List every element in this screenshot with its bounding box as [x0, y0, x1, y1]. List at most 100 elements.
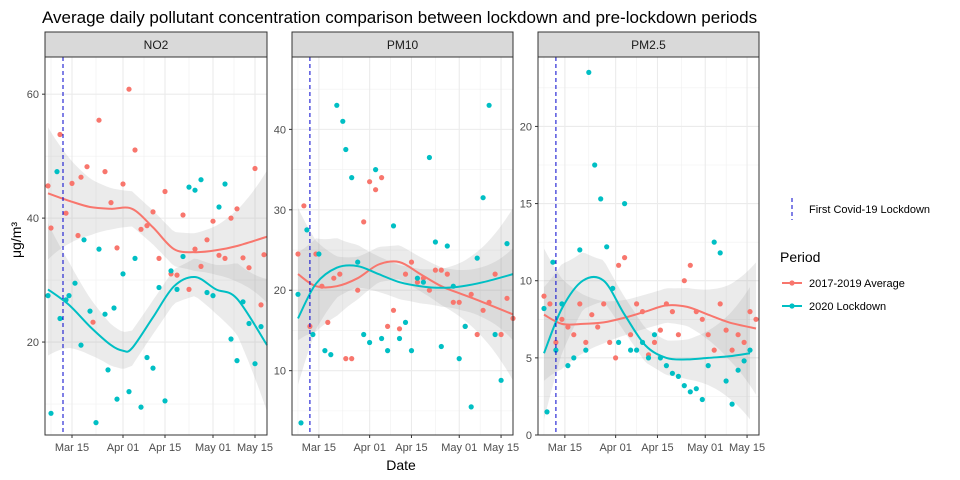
data-point-lockdown [144, 354, 150, 361]
data-point-pre [687, 262, 693, 268]
data-point-lockdown [156, 284, 162, 291]
data-point-lockdown [349, 175, 355, 181]
data-point-lockdown [747, 347, 753, 353]
data-point-lockdown [735, 367, 741, 373]
data-point-pre [84, 164, 90, 170]
data-point-pre [711, 347, 717, 353]
data-point-pre [301, 203, 307, 209]
data-point-lockdown [328, 352, 334, 358]
data-point-lockdown [180, 253, 186, 260]
data-point-lockdown [687, 389, 693, 395]
data-point-pre [78, 174, 84, 180]
data-point-pre [589, 312, 595, 318]
data-point-pre [717, 301, 723, 307]
data-point-lockdown [432, 239, 438, 245]
data-point-pre [48, 225, 54, 231]
data-point-pre [325, 319, 331, 325]
x-tick-label: May 15 [483, 442, 519, 454]
data-point-lockdown [468, 404, 474, 410]
data-point-pre [474, 331, 480, 338]
data-point-pre [541, 293, 547, 299]
data-point-lockdown [705, 363, 711, 369]
data-point-lockdown [234, 358, 240, 364]
data-point-pre [729, 347, 735, 353]
data-point-lockdown [54, 169, 60, 175]
data-point-pre [90, 319, 96, 325]
x-axis-title: Date [386, 457, 416, 473]
y-tick-label: 30 [274, 205, 286, 217]
facet-strip [291, 31, 514, 58]
data-point-lockdown [304, 227, 310, 233]
data-point-lockdown [426, 154, 432, 161]
data-point-pre [390, 307, 397, 313]
legend-lockdown-label: First Covid-19 Lockdown [809, 204, 930, 216]
data-point-pre [361, 219, 367, 225]
data-point-pre [204, 237, 210, 243]
data-point-lockdown [444, 243, 450, 249]
data-point-pre [747, 309, 753, 315]
data-point-lockdown [162, 398, 168, 404]
data-point-pre [456, 299, 462, 305]
data-point-pre [753, 316, 759, 322]
data-point-pre [246, 265, 252, 271]
data-point-pre [210, 218, 216, 224]
data-point-lockdown [150, 365, 156, 371]
y-axis: 20 40 60 [27, 89, 45, 349]
data-point-lockdown [616, 339, 622, 345]
smooth-line-pre [47, 192, 268, 254]
data-point-pre [504, 295, 510, 301]
data-point-lockdown [577, 247, 583, 253]
data-point-lockdown [204, 289, 210, 296]
data-point-pre [577, 301, 583, 307]
y-tick-label: 20 [520, 121, 532, 133]
x-tick-label: Apr 15 [395, 442, 427, 454]
data-point-pre [547, 301, 553, 307]
legend-label-pre: 2017-2019 Average [809, 278, 905, 290]
data-point-lockdown [462, 323, 468, 329]
y-tick-label: 40 [27, 213, 39, 225]
data-point-lockdown [379, 335, 385, 342]
data-point-lockdown [550, 259, 556, 265]
data-point-pre [261, 252, 267, 258]
data-point-lockdown [604, 244, 610, 250]
data-point-lockdown [373, 167, 379, 173]
data-point-lockdown [252, 361, 258, 367]
data-point-pre [252, 165, 258, 172]
data-point-lockdown [729, 401, 735, 407]
data-point-pre [402, 271, 409, 277]
y-tick-label: 5 [526, 353, 532, 365]
data-point-lockdown [340, 118, 346, 124]
points-lockdown [295, 102, 510, 426]
y-tick-label: 0 [526, 430, 532, 442]
data-point-lockdown [438, 343, 444, 350]
data-point-lockdown [498, 377, 504, 383]
data-point-pre [102, 169, 108, 175]
panel-border [291, 56, 514, 436]
data-point-lockdown [78, 342, 84, 348]
data-point-pre [355, 287, 361, 293]
data-point-lockdown [186, 184, 192, 190]
data-point-lockdown [138, 404, 144, 410]
data-point-pre [622, 255, 628, 261]
data-point-lockdown [367, 339, 373, 346]
x-tick-label: May 15 [729, 442, 765, 454]
data-point-lockdown [222, 181, 228, 187]
data-point-pre [120, 181, 126, 187]
x-axis: Mar 15 Apr 01 Apr 15 May 01 May 15 [302, 435, 519, 454]
data-point-lockdown [132, 255, 138, 261]
panel-pm10: PM10 10 20 30 40 Mar 15 Apr 01 Apr 15 May 01 May … [274, 31, 519, 454]
data-point-pre [162, 188, 168, 195]
data-point-lockdown [87, 308, 93, 314]
data-point-lockdown [361, 331, 367, 338]
x-tick-label: May 01 [441, 442, 477, 454]
data-point-pre [450, 299, 456, 305]
data-point-pre [216, 252, 222, 258]
data-point-lockdown [316, 251, 322, 257]
data-point-pre [628, 332, 634, 338]
data-point-lockdown [598, 196, 604, 202]
data-point-lockdown [480, 195, 486, 201]
data-point-lockdown [355, 259, 361, 265]
data-point-pre [601, 301, 607, 307]
data-point-pre [75, 232, 81, 239]
